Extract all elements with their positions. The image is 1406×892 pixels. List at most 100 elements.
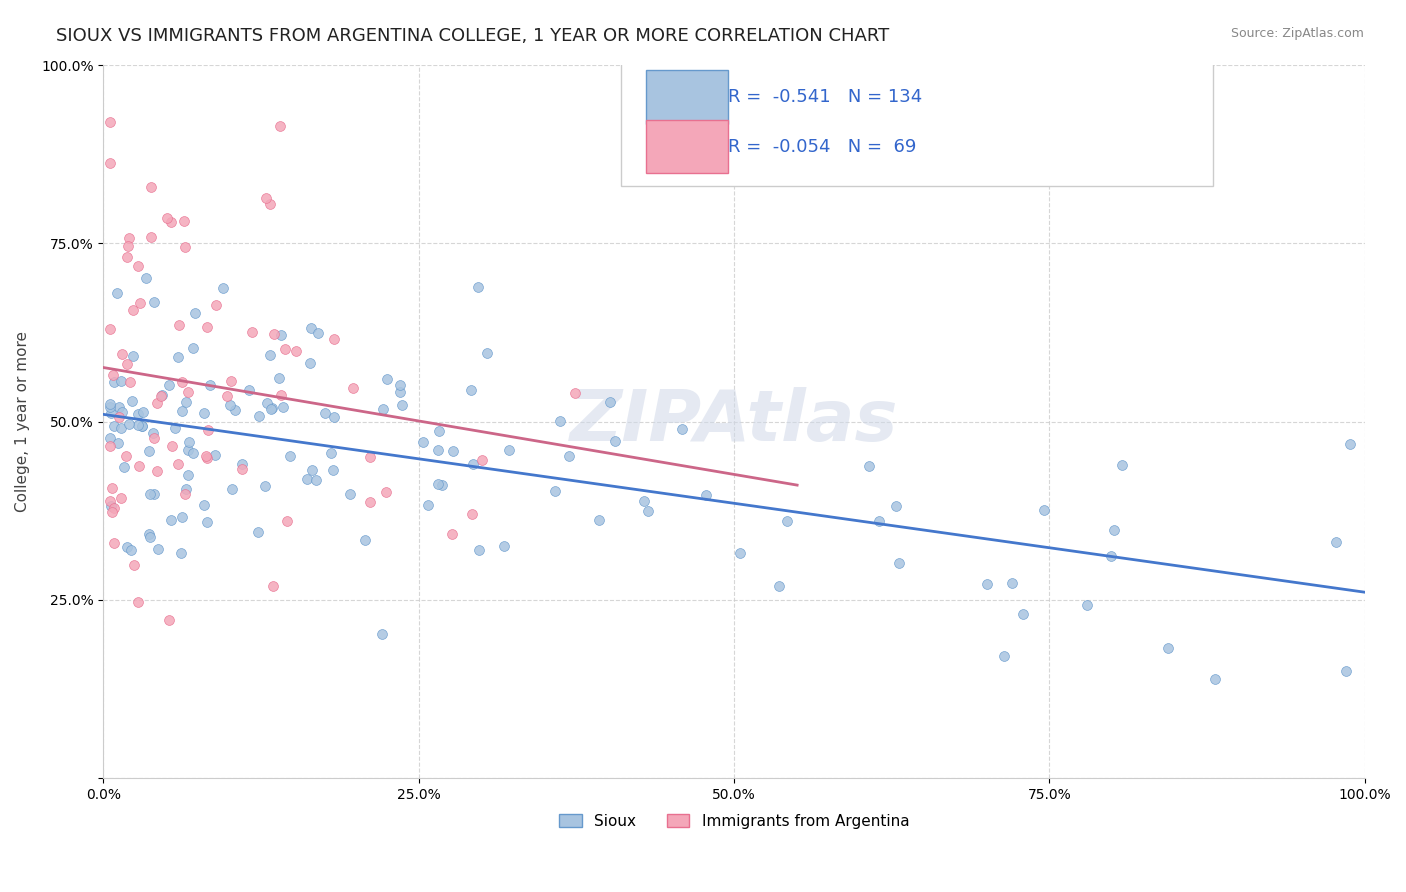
Point xyxy=(195,319,218,334)
Y-axis label: College, 1 year or more: College, 1 year or more xyxy=(15,331,30,512)
Point xyxy=(127,418,149,433)
Point xyxy=(371,402,394,417)
Point xyxy=(183,305,205,319)
Point xyxy=(177,467,200,482)
Point xyxy=(1111,458,1133,472)
Point xyxy=(253,479,276,493)
Point xyxy=(98,431,121,445)
Point xyxy=(118,230,141,244)
Point xyxy=(887,556,910,570)
Point xyxy=(637,504,659,518)
Point xyxy=(427,424,450,438)
Point xyxy=(295,472,318,486)
Point xyxy=(427,443,450,458)
Point xyxy=(301,463,323,477)
Point xyxy=(314,406,336,420)
Point xyxy=(98,155,121,169)
Point xyxy=(98,322,121,336)
Point xyxy=(103,419,125,434)
Point xyxy=(167,318,190,332)
Point xyxy=(128,459,150,474)
Point xyxy=(564,386,586,401)
Point xyxy=(124,558,146,572)
Point xyxy=(172,375,194,389)
Point xyxy=(115,358,138,372)
Point xyxy=(138,526,160,541)
Point xyxy=(98,115,121,129)
Text: R =  -0.541   N = 134: R = -0.541 N = 134 xyxy=(728,88,922,106)
Point xyxy=(114,459,136,474)
Point xyxy=(259,347,281,361)
Point xyxy=(633,493,655,508)
Point xyxy=(730,545,752,559)
Point xyxy=(498,443,520,458)
Point xyxy=(471,453,494,467)
Point xyxy=(558,449,581,463)
Point xyxy=(263,326,285,341)
Point xyxy=(195,515,218,529)
Point xyxy=(165,421,187,435)
Point xyxy=(143,486,166,500)
Point xyxy=(142,294,165,309)
Point xyxy=(776,515,799,529)
Point xyxy=(224,403,246,417)
Text: Source: ZipAtlas.com: Source: ZipAtlas.com xyxy=(1230,27,1364,40)
Point xyxy=(231,457,253,471)
Point xyxy=(271,401,294,415)
Point xyxy=(671,422,693,436)
Point xyxy=(170,509,193,524)
Point xyxy=(103,535,125,549)
Point xyxy=(768,579,790,593)
Point xyxy=(274,342,297,356)
Point xyxy=(100,481,122,495)
Point xyxy=(108,410,131,425)
Point xyxy=(359,494,381,508)
Point xyxy=(269,370,291,384)
Point xyxy=(173,240,195,254)
Point xyxy=(132,405,155,419)
Point xyxy=(146,541,169,556)
Point xyxy=(388,384,411,399)
Point xyxy=(389,378,412,392)
Point xyxy=(111,347,134,361)
Point xyxy=(467,280,489,294)
Point xyxy=(1339,437,1361,451)
Point xyxy=(98,494,121,508)
Point xyxy=(307,326,329,340)
Point xyxy=(118,417,141,432)
FancyBboxPatch shape xyxy=(645,70,728,124)
Point xyxy=(460,507,482,521)
Point xyxy=(280,450,302,464)
Point xyxy=(141,179,163,194)
Point xyxy=(142,426,165,441)
Point xyxy=(160,513,183,527)
Point xyxy=(107,400,129,414)
Point xyxy=(321,446,343,460)
Point xyxy=(176,384,198,399)
Point xyxy=(858,458,880,473)
Point xyxy=(247,409,270,423)
Point xyxy=(1001,576,1024,591)
Point xyxy=(1012,607,1035,621)
Point xyxy=(1157,640,1180,655)
Point xyxy=(100,406,122,420)
Point xyxy=(146,395,169,409)
Point xyxy=(256,395,278,409)
Point xyxy=(276,514,298,528)
Point xyxy=(270,388,292,402)
Point xyxy=(375,484,398,499)
Point xyxy=(492,539,515,553)
Point xyxy=(115,449,138,463)
Point xyxy=(139,530,162,544)
Point xyxy=(886,499,908,513)
Point xyxy=(440,526,463,541)
Point xyxy=(299,356,322,370)
Point xyxy=(412,434,434,449)
Point xyxy=(221,482,243,496)
Point xyxy=(1204,672,1226,686)
Point xyxy=(160,438,183,452)
Point xyxy=(98,397,121,411)
Point xyxy=(110,420,132,434)
Point xyxy=(339,487,361,501)
Point xyxy=(117,239,139,253)
